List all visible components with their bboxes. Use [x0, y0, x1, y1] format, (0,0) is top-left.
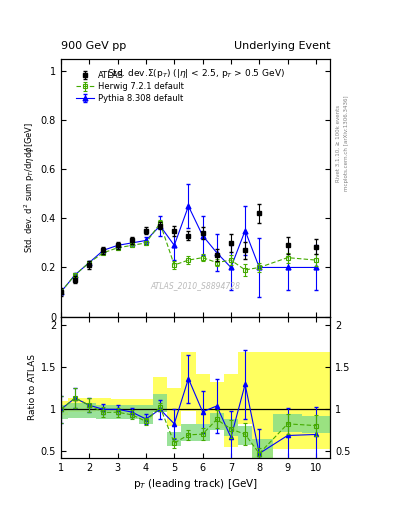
Text: Std. dev.$\Sigma$(p$_T$) ($|\eta|$ < 2.5, p$_T$ > 0.5 GeV): Std. dev.$\Sigma$(p$_T$) ($|\eta|$ < 2.5… [107, 67, 285, 79]
Text: 900 GeV pp: 900 GeV pp [61, 41, 126, 51]
Text: mcplots.cern.ch [arXiv:1306.3436]: mcplots.cern.ch [arXiv:1306.3436] [344, 96, 349, 191]
X-axis label: p$_T$ (leading track) [GeV]: p$_T$ (leading track) [GeV] [133, 477, 258, 492]
Text: Underlying Event: Underlying Event [233, 41, 330, 51]
Legend: ATLAS, Herwig 7.2.1 default, Pythia 8.308 default: ATLAS, Herwig 7.2.1 default, Pythia 8.30… [76, 71, 184, 103]
Y-axis label: Ratio to ATLAS: Ratio to ATLAS [28, 354, 37, 420]
Text: Rivet 3.1.10, ≥ 100k events: Rivet 3.1.10, ≥ 100k events [336, 105, 341, 182]
Y-axis label: Std. dev. d$^2$ sum p$_T$/d$\eta$d$\phi$[GeV]: Std. dev. d$^2$ sum p$_T$/d$\eta$d$\phi$… [22, 122, 37, 253]
Text: ATLAS_2010_S8894728: ATLAS_2010_S8894728 [151, 281, 241, 290]
